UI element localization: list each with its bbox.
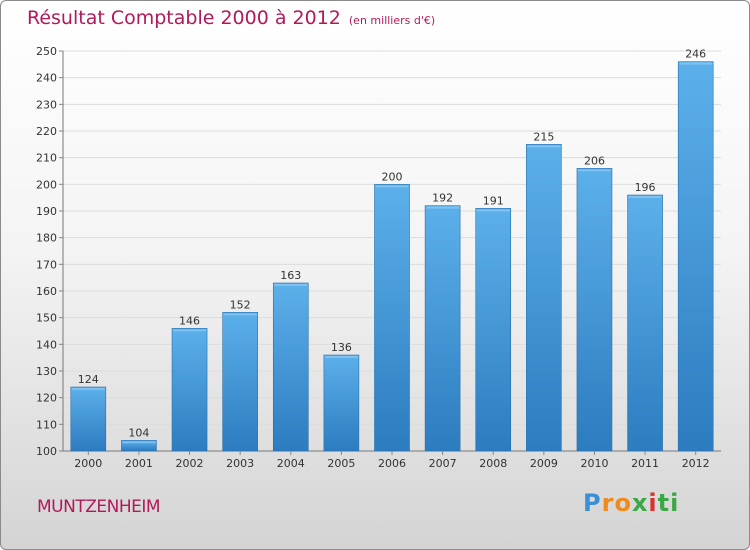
bar: [323, 354, 360, 452]
data-label: 104: [128, 426, 149, 439]
bar: [222, 312, 258, 452]
x-tick-label: 2011: [631, 457, 659, 470]
bar-highlight: [375, 185, 409, 188]
y-tick-label: 250: [36, 45, 57, 58]
bar: [677, 61, 714, 452]
data-label: 215: [533, 130, 554, 143]
bar: [627, 194, 663, 452]
bar-highlight: [274, 284, 308, 286]
bars: [70, 61, 714, 452]
chart-title: Résultat Comptable 2000 à 2012: [27, 7, 341, 29]
data-label: 136: [331, 341, 352, 354]
y-tick-label: 140: [36, 338, 57, 351]
x-tick-label: 2006: [378, 457, 406, 470]
bar: [424, 205, 461, 452]
data-label: 191: [483, 194, 504, 207]
y-tick-label: 150: [36, 312, 57, 325]
x-tick-label: 2001: [125, 457, 153, 470]
bar: [272, 282, 309, 452]
bar-highlight: [426, 206, 460, 209]
x-tick-label: 2012: [682, 457, 710, 470]
y-tick-label: 200: [36, 178, 57, 191]
bar-highlight: [679, 62, 713, 65]
y-tick-label: 180: [36, 232, 57, 245]
x-tick-label: 2008: [479, 457, 507, 470]
y-tick-label: 130: [36, 365, 57, 378]
y-tick-label: 110: [36, 418, 57, 431]
y-tick-label: 120: [36, 392, 57, 405]
y-tick-label: 170: [36, 258, 57, 271]
y-tick-label: 160: [36, 285, 57, 298]
chart-subtitle: (en milliers d'€): [348, 14, 436, 27]
x-tick-label: 2005: [327, 457, 355, 470]
bar: [171, 328, 208, 452]
data-label: 196: [635, 181, 656, 194]
bar-highlight: [577, 169, 611, 172]
bar-highlight: [476, 209, 510, 212]
y-tick-label: 190: [36, 205, 57, 218]
data-label: 163: [280, 269, 301, 282]
y-tick-label: 220: [36, 125, 57, 138]
data-label: 246: [685, 48, 706, 61]
y-tick-label: 230: [36, 98, 57, 111]
data-labels: 124 104 146 152 163 136 200 192 191 215 206 196 246: [78, 48, 706, 440]
y-tick-label: 240: [36, 72, 57, 85]
bar: [576, 168, 613, 452]
bar-highlight: [628, 196, 662, 198]
x-tick-label: 2000: [74, 457, 102, 470]
y-tick-labels: 100 110 120 130 140 150 160 170 180 190 200 210 220 2…: [36, 45, 57, 458]
bar-highlight: [324, 356, 358, 358]
bar-highlight: [71, 388, 105, 390]
bar-highlight: [173, 329, 207, 332]
bar: [374, 184, 410, 452]
bar: [70, 386, 107, 452]
data-label: 146: [179, 314, 200, 327]
data-label: 124: [78, 373, 99, 386]
bar: [526, 144, 562, 452]
data-label: 206: [584, 154, 605, 167]
y-tick-label: 210: [36, 152, 57, 165]
bar-highlight: [223, 313, 257, 316]
x-tick-label: 2004: [277, 457, 305, 470]
x-tick-label: 2010: [580, 457, 608, 470]
proxiti-logo: Proxiti: [583, 489, 680, 517]
x-tick-labels: 2000 2001 2002 2003 2004 2005 2006 2007 2008 2009…: [74, 451, 710, 470]
bar-highlight: [527, 145, 561, 148]
y-tick-label: 100: [36, 445, 57, 458]
x-tick-label: 2007: [429, 457, 457, 470]
bar: [475, 208, 512, 452]
bar-highlight: [122, 441, 156, 444]
x-tick-label: 2002: [176, 457, 204, 470]
data-label: 152: [230, 298, 251, 311]
x-tick-label: 2009: [530, 457, 558, 470]
city-name: MUNTZENHEIM: [37, 497, 161, 517]
data-label: 192: [432, 192, 453, 205]
data-label: 200: [382, 170, 403, 183]
x-tick-label: 2003: [226, 457, 254, 470]
chart-title-block: Résultat Comptable 2000 à 2012 (en millie…: [27, 7, 435, 29]
